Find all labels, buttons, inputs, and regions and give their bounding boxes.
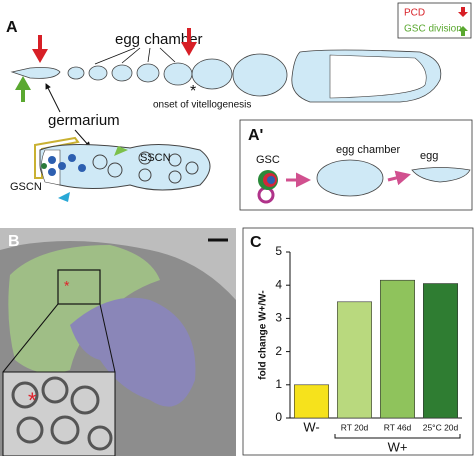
panel-label: C (250, 234, 262, 251)
y-tick-label: 1 (275, 377, 282, 391)
asterisk: * (190, 83, 196, 100)
panel-label: B (8, 233, 20, 250)
germarium-label: germarium (48, 112, 120, 129)
bar (422, 283, 458, 419)
onset-label: onset of vitellogenesis (153, 100, 251, 111)
y-tick-label: 3 (275, 311, 282, 325)
legend-box: PCD GSC division (397, 2, 472, 39)
y-axis-label: fold change W+/W- (258, 290, 269, 380)
group-bracket (334, 434, 461, 439)
gsc-label: GSC (256, 154, 280, 166)
egg-label: egg (420, 150, 438, 162)
panel-label: A (6, 19, 18, 36)
legend-gsc: GSC division (404, 24, 462, 35)
sscn-label: SSCN (140, 152, 171, 164)
micrograph (0, 228, 236, 456)
y-tick-label: 2 (275, 344, 282, 358)
x-tick-label: RT 20d (341, 422, 369, 432)
x-tick-label: RT 46d (384, 422, 412, 432)
x-tick-label: W- (303, 419, 319, 434)
egg-chamber-label: egg chamber (336, 144, 401, 156)
panel-label: A' (248, 127, 263, 144)
egg-chamber-label: egg chamber (115, 31, 203, 48)
gscn-label: GSCN (10, 181, 42, 193)
group-label: W+ (388, 439, 408, 454)
bar (293, 384, 329, 419)
asterisk: * (64, 278, 70, 294)
x-tick-label: 25°C 20d (423, 422, 459, 432)
y-tick-label: 0 (275, 410, 282, 424)
y-tick-label: 4 (275, 277, 282, 291)
bar (379, 279, 415, 419)
bar (336, 301, 372, 419)
legend-pcd: PCD (404, 8, 425, 19)
bar-chart: fold change W+/W- 0 1 2 3 4 5 W- RT 20d RT 46d 25°… (258, 244, 462, 454)
y-tick-label: 5 (275, 244, 282, 258)
asterisk: * (28, 388, 37, 413)
